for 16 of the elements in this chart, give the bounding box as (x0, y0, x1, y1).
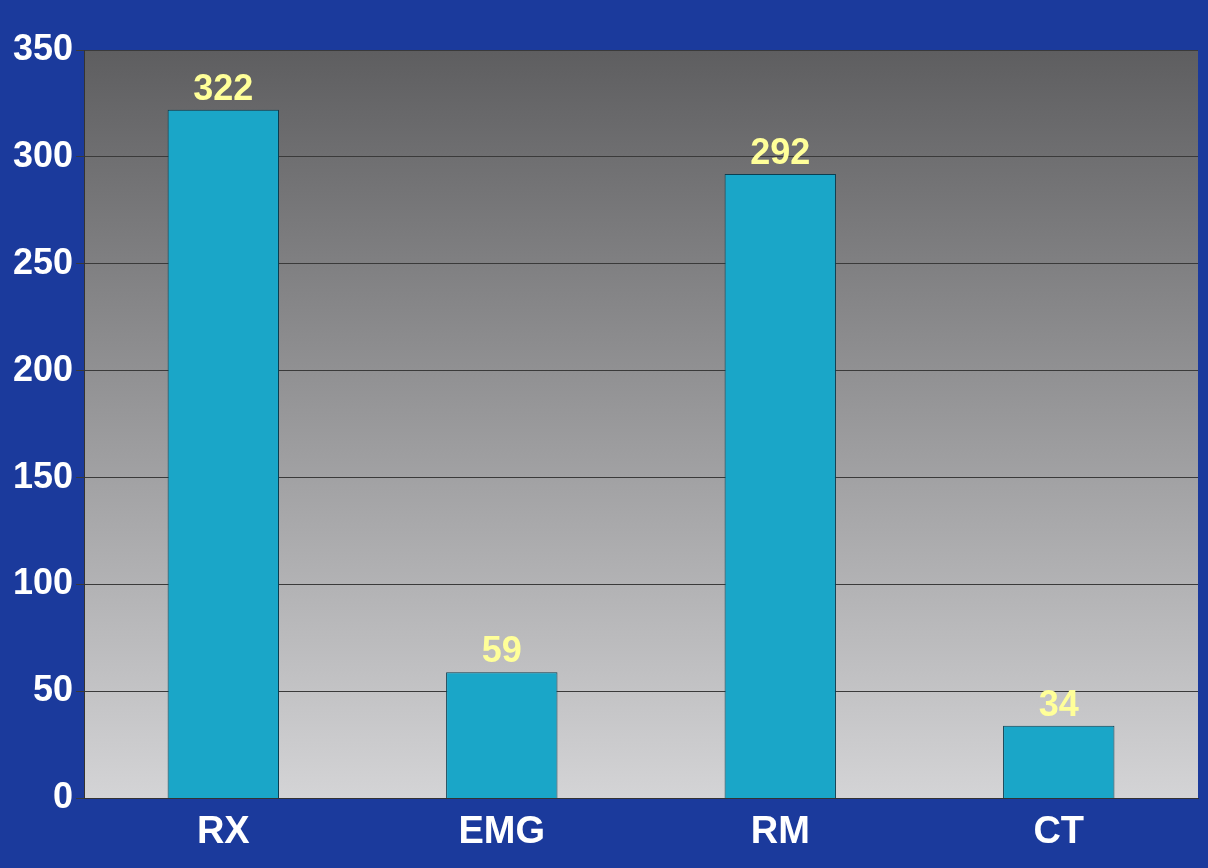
y-tick-label: 200 (12, 347, 74, 389)
y-tick-label: 300 (12, 133, 74, 175)
y-tick-label: 350 (12, 26, 74, 68)
data-label: 322 (193, 66, 254, 108)
x-tick-label: RM (750, 808, 810, 851)
y-tick-label: 100 (12, 561, 74, 603)
x-tick-label: CT (1033, 808, 1085, 851)
y-tick-label: 50 (33, 668, 74, 710)
y-tick-label: 0 (53, 775, 74, 817)
data-label: 292 (750, 130, 811, 172)
x-tick-label: EMG (458, 808, 546, 851)
y-tick-label: 150 (12, 454, 74, 496)
y-tick-label: 250 (12, 240, 74, 282)
data-label: 34 (1038, 682, 1079, 724)
x-tick-label: RX (196, 808, 251, 851)
data-label: 59 (481, 629, 522, 671)
